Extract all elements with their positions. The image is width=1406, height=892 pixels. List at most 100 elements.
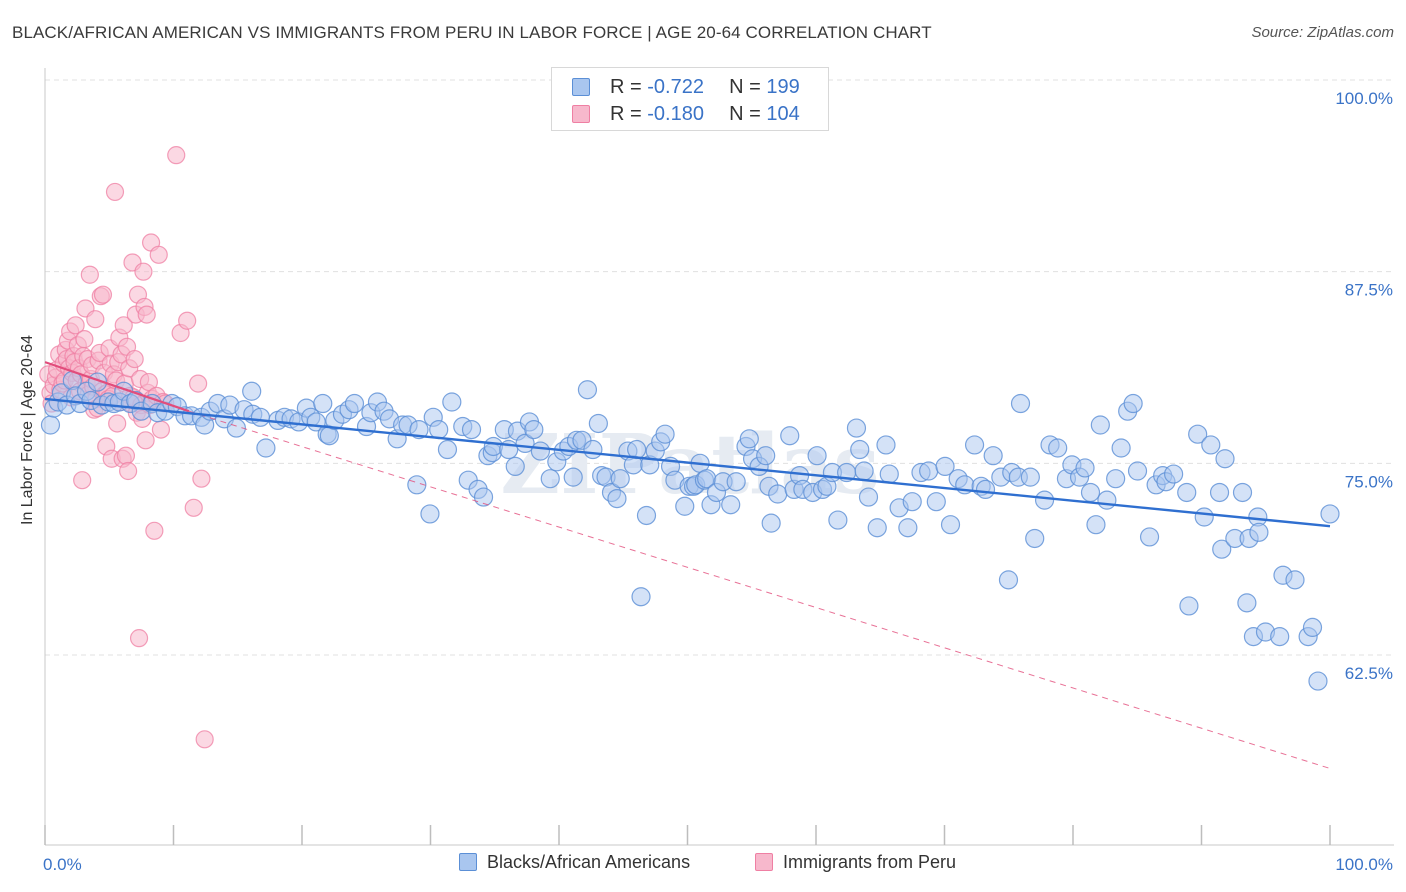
data-point-peru	[151, 420, 171, 439]
data-point-peru	[125, 349, 144, 369]
data-point-peru	[167, 146, 186, 165]
source-label: Source: ZipAtlas.com	[1251, 24, 1394, 41]
data-point-blacks	[854, 461, 874, 481]
data-point-blacks	[721, 495, 741, 515]
x-tick-label: 100.0%	[1335, 855, 1393, 874]
data-point-blacks	[1075, 458, 1095, 478]
data-point-blacks	[1177, 482, 1197, 503]
data-point-blacks	[563, 467, 583, 487]
data-point-peru	[192, 469, 211, 488]
data-point-blacks	[1034, 490, 1055, 510]
data-point-blacks	[739, 429, 759, 449]
data-point-blacks	[756, 446, 776, 466]
data-point-blacks	[1194, 507, 1214, 527]
data-point-blacks	[1123, 393, 1143, 414]
data-point-blacks	[761, 513, 781, 533]
legend-r-value: -0.180	[647, 103, 704, 125]
y-tick-label: 100.0%	[1335, 89, 1393, 108]
data-point-blacks	[540, 469, 560, 489]
data-point-blacks	[1285, 570, 1305, 590]
data-point-peru	[114, 316, 133, 335]
data-point-blacks	[1139, 527, 1160, 547]
data-point-blacks	[975, 479, 996, 499]
data-point-blacks	[1215, 449, 1235, 469]
data-point-blacks	[429, 420, 449, 440]
legend-r-label: R =	[610, 103, 648, 125]
data-point-blacks	[935, 456, 955, 476]
data-point-blacks	[675, 496, 695, 516]
data-point-blacks	[409, 420, 429, 440]
data-point-blacks	[876, 435, 896, 455]
data-point-peru	[149, 245, 168, 264]
data-point-blacks	[636, 505, 657, 526]
data-point-blacks	[1201, 435, 1221, 455]
bottom-swatch-blue	[459, 853, 477, 871]
data-point-blacks	[1164, 464, 1184, 484]
data-point-blacks	[828, 510, 848, 530]
bottom-legend-blacks: Blacks/African Americans	[459, 852, 690, 873]
trend-line-peru-extension	[188, 410, 1331, 769]
bottom-swatch-pink	[755, 853, 773, 871]
legend-swatch-blue	[572, 78, 590, 96]
legend-n-label: N =	[729, 103, 767, 125]
data-point-blacks	[1179, 596, 1199, 616]
data-point-blacks	[610, 469, 630, 489]
data-point-blacks	[998, 570, 1019, 590]
legend-r-value: -0.722	[647, 76, 704, 98]
axes	[44, 68, 1394, 846]
data-point-blacks	[655, 424, 675, 444]
data-point-blacks	[867, 518, 887, 538]
data-point-blacks	[1308, 671, 1328, 691]
data-point-peru	[134, 262, 153, 281]
y-tick-label: 75.0%	[1345, 472, 1393, 491]
data-point-peru	[75, 330, 94, 349]
data-point-blacks	[846, 418, 867, 438]
trend-line-peru	[44, 361, 190, 413]
data-point-blacks	[726, 472, 746, 492]
data-point-blacks	[313, 393, 333, 414]
data-point-peru	[105, 182, 125, 202]
data-point-blacks	[442, 392, 462, 412]
legend-swatch-pink	[572, 105, 590, 123]
bottom-legend-label: Blacks/African Americans	[487, 852, 691, 872]
legend-r-label: R =	[610, 76, 648, 98]
data-point-blacks	[1020, 467, 1040, 487]
data-point-blacks	[1127, 461, 1148, 481]
data-point-blacks	[1048, 438, 1068, 458]
data-point-blacks	[40, 415, 61, 435]
y-tick-label: 87.5%	[1345, 281, 1393, 300]
data-point-blacks	[1188, 424, 1208, 444]
data-point-blacks	[1086, 515, 1106, 535]
data-point-blacks	[850, 439, 870, 460]
data-point-blacks	[242, 381, 262, 401]
legend-text-peru: R = -0.180 N = 104	[610, 103, 800, 126]
legend-n-value: 104	[766, 103, 800, 125]
data-point-blacks	[256, 438, 276, 458]
data-point-peru	[80, 265, 99, 284]
data-point-blacks	[437, 439, 458, 460]
stats-legend: R = -0.722 N = 199 R = -0.180 N = 104	[551, 67, 829, 131]
data-point-blacks	[1270, 626, 1290, 647]
data-point-blacks	[780, 426, 800, 446]
x-tick-label: 0.0%	[43, 855, 82, 874]
data-point-peru	[73, 471, 92, 490]
data-point-blacks	[473, 487, 494, 507]
data-point-blacks	[858, 487, 879, 507]
bottom-legend-peru: Immigrants from Peru	[755, 852, 956, 873]
data-point-blacks	[926, 492, 946, 512]
data-point-blacks	[1090, 415, 1110, 435]
data-point-peru	[184, 498, 203, 517]
legend-n-value: 199	[766, 76, 800, 98]
data-point-blacks	[983, 446, 1003, 466]
data-point-blacks	[1209, 482, 1230, 503]
data-point-blacks	[344, 393, 365, 414]
data-point-blacks	[898, 518, 918, 538]
data-point-blacks	[631, 587, 651, 607]
data-point-blacks	[250, 407, 271, 427]
data-point-blacks	[1320, 504, 1340, 524]
data-point-peru	[119, 461, 138, 481]
data-point-blacks	[607, 489, 627, 509]
x-tick-labels: 0.0% 100.0%	[43, 855, 1393, 874]
trend-line-blacks	[44, 397, 1331, 528]
data-point-blacks	[940, 515, 961, 535]
